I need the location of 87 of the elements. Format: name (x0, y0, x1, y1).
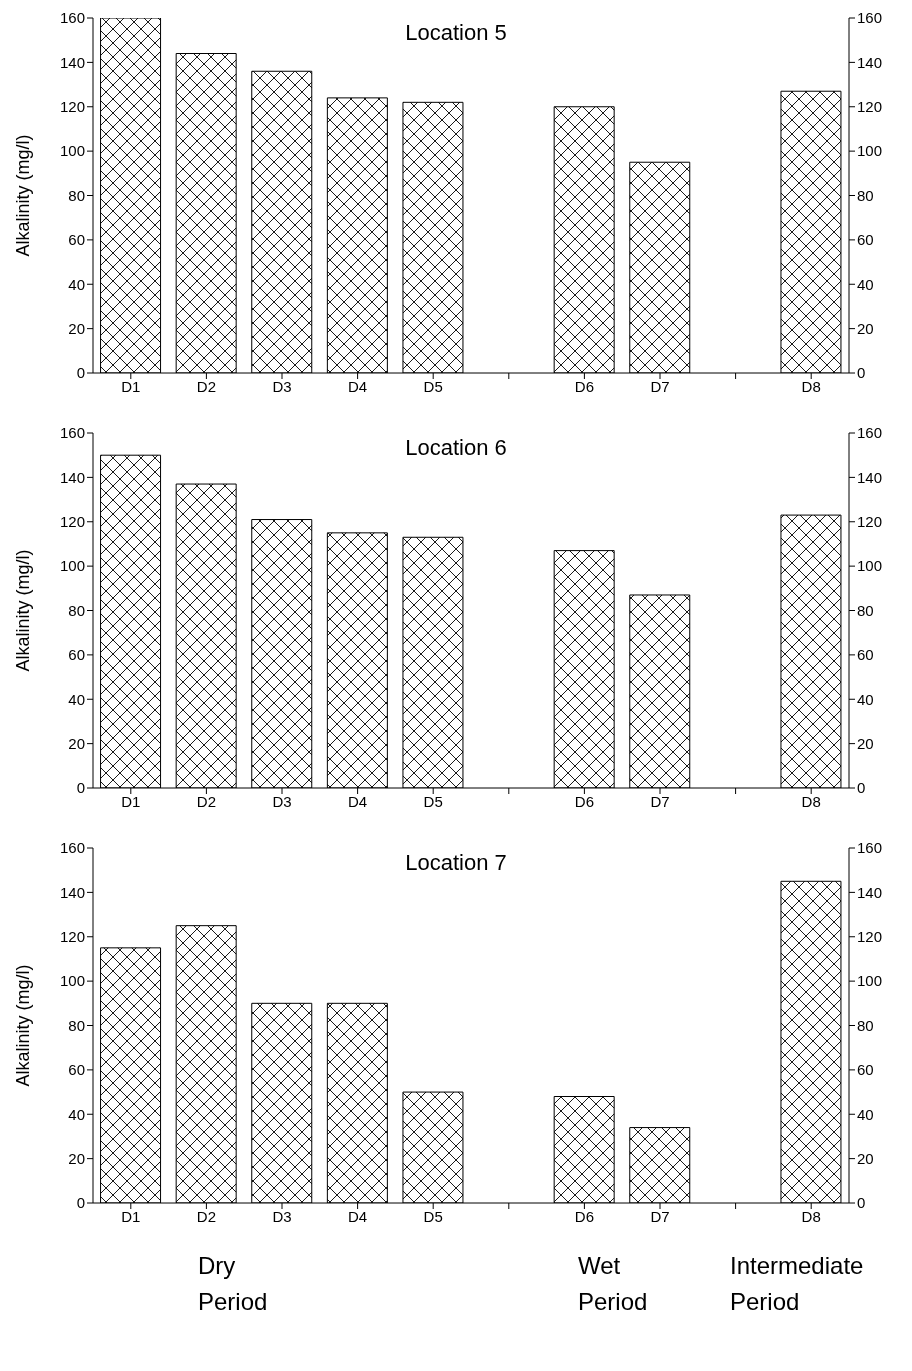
y-tick-label: 80 (68, 1016, 85, 1034)
y2-tick-label: 160 (857, 839, 883, 857)
y-tick-label: 20 (68, 1149, 85, 1167)
y-tick-label: 60 (68, 1061, 85, 1079)
x-tick-label: D8 (801, 792, 821, 810)
y2-tick-label: 60 (857, 1061, 874, 1079)
y2-tick-label: 140 (857, 468, 883, 486)
y-tick-label: 100 (59, 972, 85, 990)
y-axis-title: Alkalinity (mg/l) (13, 134, 34, 257)
y2-tick-label: 160 (857, 424, 883, 442)
y2-tick-label: 160 (857, 9, 883, 27)
x-tick-label: D4 (348, 1207, 368, 1225)
y2-tick-label: 0 (857, 364, 866, 382)
y2-tick-label: 80 (857, 186, 874, 204)
y-tick-label: 140 (59, 53, 85, 71)
y-tick-label: 40 (68, 275, 85, 293)
x-tick-label: D4 (348, 377, 368, 395)
x-tick-label: D8 (801, 377, 821, 395)
x-tick-label: D4 (348, 792, 368, 810)
y2-tick-label: 40 (857, 690, 874, 708)
x-tick-label: D8 (801, 1207, 821, 1225)
y-axis-title: Alkalinity (mg/l) (13, 549, 34, 672)
x-tick-label: D5 (423, 1207, 443, 1225)
y-tick-label: 60 (68, 646, 85, 664)
y-tick-label: 100 (59, 142, 85, 160)
x-tick-label: D6 (574, 377, 594, 395)
y-tick-label: 80 (68, 186, 85, 204)
y2-tick-label: 20 (857, 734, 874, 752)
y2-tick-label: 60 (857, 646, 874, 664)
y-tick-label: 140 (59, 883, 85, 901)
x-tick-label: D7 (650, 377, 670, 395)
y2-tick-label: 40 (857, 275, 874, 293)
y2-tick-label: 0 (857, 779, 866, 797)
y-tick-label: 40 (68, 690, 85, 708)
y-tick-label: 0 (76, 364, 85, 382)
y2-tick-label: 120 (857, 928, 883, 946)
y-tick-label: 0 (76, 779, 85, 797)
y2-tick-label: 80 (857, 1016, 874, 1034)
y2-tick-label: 20 (857, 319, 874, 337)
x-tick-label: D1 (121, 1207, 141, 1225)
y2-tick-label: 120 (857, 98, 883, 116)
y-tick-label: 140 (59, 468, 85, 486)
y-tick-label: 160 (59, 9, 85, 27)
x-tick-label: D7 (650, 1207, 670, 1225)
y-tick-label: 120 (59, 928, 85, 946)
y2-tick-label: 60 (857, 231, 874, 249)
y2-tick-label: 100 (857, 142, 883, 160)
x-tick-label: D6 (574, 1207, 594, 1225)
text: Wet Period (578, 1251, 649, 1317)
y2-tick-label: 140 (857, 53, 883, 71)
x-tick-label: D6 (574, 792, 594, 810)
y-tick-label: 20 (68, 734, 85, 752)
x-tick-label: D1 (121, 377, 141, 395)
y-tick-label: 60 (68, 231, 85, 249)
chart-title: Location 6 (405, 435, 507, 460)
x-tick-label: D3 (272, 792, 292, 810)
x-tick-label: D2 (196, 792, 216, 810)
y2-tick-label: 80 (857, 601, 874, 619)
y2-tick-label: 140 (857, 883, 883, 901)
y-tick-label: 0 (76, 1194, 85, 1212)
y2-tick-label: 120 (857, 513, 883, 531)
x-tick-label: D7 (650, 792, 670, 810)
chart-title: Location 7 (405, 850, 507, 875)
y-tick-label: 160 (59, 839, 85, 857)
x-tick-label: D3 (272, 1207, 292, 1225)
y2-tick-label: 100 (857, 557, 883, 575)
y-axis-title: Alkalinity (mg/l) (13, 964, 34, 1087)
y-tick-label: 120 (59, 513, 85, 531)
x-tick-label: D2 (196, 1207, 216, 1225)
y2-tick-label: 40 (857, 1105, 874, 1123)
chart-title: Location 5 (405, 20, 507, 45)
y-tick-label: 100 (59, 557, 85, 575)
y-tick-label: 80 (68, 601, 85, 619)
x-tick-label: D3 (272, 377, 292, 395)
y-tick-label: 40 (68, 1105, 85, 1123)
text: Intermediate Period (730, 1251, 865, 1317)
y-tick-label: 160 (59, 424, 85, 442)
y2-tick-label: 100 (857, 972, 883, 990)
x-tick-label: D5 (423, 377, 443, 395)
y-tick-label: 20 (68, 319, 85, 337)
y2-tick-label: 20 (857, 1149, 874, 1167)
y-tick-label: 120 (59, 98, 85, 116)
x-tick-label: D2 (196, 377, 216, 395)
text: Dry Period (198, 1251, 269, 1317)
x-tick-label: D5 (423, 792, 443, 810)
y2-tick-label: 0 (857, 1194, 866, 1212)
x-tick-label: D1 (121, 792, 141, 810)
